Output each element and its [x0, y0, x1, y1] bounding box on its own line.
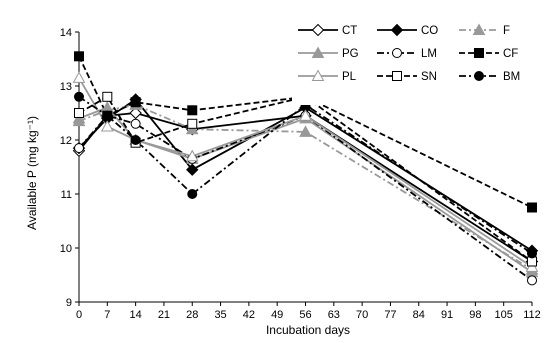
x-tick-label: 21	[158, 309, 170, 321]
data-point-pl	[185, 149, 199, 162]
x-tick-label: 0	[76, 309, 82, 321]
x-axis-title: Incubation days	[266, 323, 350, 337]
data-point-pl	[299, 109, 312, 121]
series-line-co	[78, 98, 533, 252]
legend-marker-cf	[474, 48, 484, 58]
data-point-lm	[130, 118, 141, 129]
legend-label-pg: PG	[342, 48, 359, 60]
x-tick-label: 112	[523, 309, 541, 321]
data-point-bm	[130, 135, 141, 145]
x-tick-label: 70	[356, 309, 368, 321]
legend-label-co: CO	[421, 25, 438, 37]
y-tick-label: 11	[61, 189, 72, 201]
legend-marker-pl	[311, 69, 325, 81]
y-tick-label: 9	[66, 297, 72, 309]
series-line-lm	[78, 114, 533, 282]
data-point-bm	[74, 91, 84, 102]
y-tick-label: 14	[60, 27, 72, 39]
legend-label-lm: LM	[421, 48, 437, 60]
chart-axes: 9 10 11 12 13 14 0 7 14 21 28 35 42 49 56 63 70 77 84 91 98 1…	[60, 27, 541, 321]
data-point-ct	[129, 106, 142, 120]
x-tick-label: 91	[441, 309, 453, 321]
data-point-sn	[187, 118, 198, 129]
y-axis-title: Available P (mg kg⁻¹)	[25, 116, 39, 230]
legend-background	[292, 17, 532, 105]
legend-label-bm: BM	[503, 71, 520, 83]
data-point-pl	[72, 71, 86, 83]
legend-label-ct: CT	[342, 25, 357, 37]
y-tick-label: 12	[60, 135, 72, 147]
legend-marker-f	[472, 23, 486, 35]
series-line-pg	[78, 106, 533, 274]
x-tick-label: 84	[413, 309, 425, 321]
data-point-bm	[102, 110, 113, 121]
legend-marker-co	[390, 23, 404, 37]
x-tick-label: 28	[186, 309, 198, 321]
x-tick-label: 7	[104, 309, 110, 321]
data-point-cf	[130, 97, 141, 108]
x-tick-label: 56	[299, 309, 311, 321]
legend-label-cf: CF	[503, 48, 518, 60]
legend-marker-bm	[474, 71, 484, 81]
legend-label-f: F	[503, 25, 510, 37]
legend-label-sn: SN	[421, 71, 437, 83]
legend-marker-lm	[392, 48, 402, 58]
data-point-bm	[187, 189, 198, 199]
data-point-sn	[102, 91, 113, 102]
chart-series-markers	[72, 51, 539, 286]
x-tick-label: 77	[384, 309, 396, 321]
data-point-f	[299, 125, 312, 137]
data-point-sn	[74, 108, 84, 118]
x-tick-label: 98	[469, 309, 481, 321]
legend-marker-pg	[311, 46, 325, 58]
x-tick-label: 105	[495, 309, 513, 321]
data-point-pl	[100, 119, 114, 132]
data-point-cf	[74, 51, 84, 62]
data-point-cf	[527, 202, 537, 213]
data-point-lm	[527, 275, 537, 286]
data-point-cf	[187, 105, 198, 116]
chart-legend: CT CO F PG LM CF PL SN BM	[292, 17, 532, 105]
data-point-co	[186, 163, 199, 176]
x-tick-label: 49	[271, 309, 283, 321]
data-point-lm	[74, 143, 84, 154]
x-tick-label: 35	[214, 309, 226, 321]
x-tick-label: 14	[130, 309, 142, 321]
series-line-cf	[78, 55, 533, 209]
data-point-bm	[527, 248, 537, 259]
x-tick-label: 42	[243, 309, 255, 321]
legend-label-pl: PL	[342, 71, 357, 83]
legend-marker-sn	[392, 71, 402, 81]
y-tick-label: 13	[60, 81, 72, 93]
series-line-bm	[78, 96, 533, 255]
legend-marker-ct	[311, 23, 325, 37]
x-tick-label: 63	[328, 309, 340, 321]
y-tick-label: 10	[60, 243, 72, 255]
